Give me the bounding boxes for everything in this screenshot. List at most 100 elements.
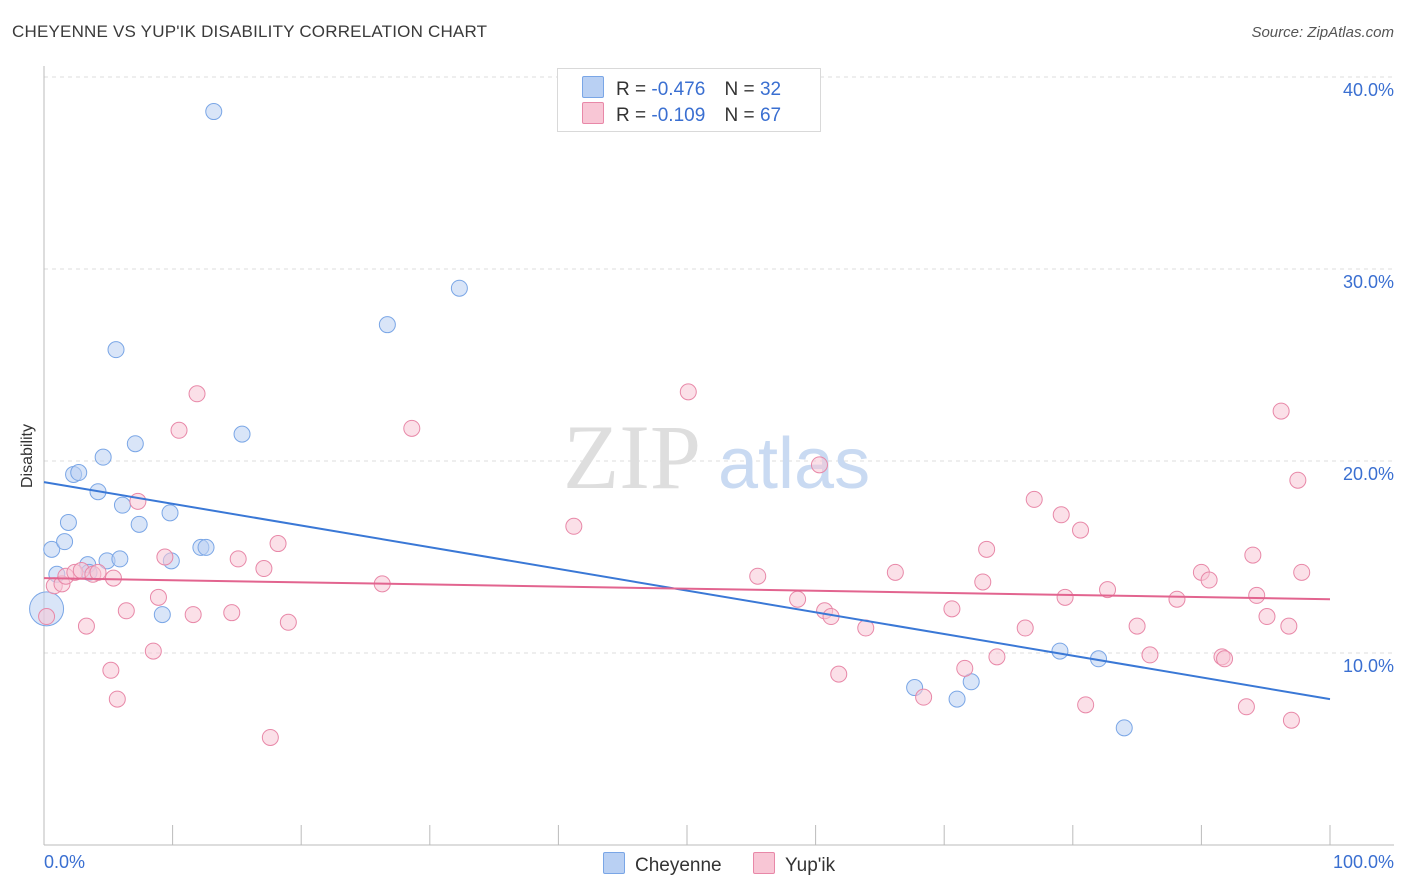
yupik-point-65 bbox=[1289, 471, 1307, 489]
cheyenne-point-3 bbox=[56, 533, 74, 551]
yupik-point-30 bbox=[749, 567, 767, 585]
yupik-point-29 bbox=[679, 383, 697, 401]
watermark-atlas: atlas bbox=[718, 424, 870, 504]
y-tick-label-3: 40.0% bbox=[1342, 80, 1394, 100]
yupik-trend-line bbox=[43, 577, 1331, 601]
cheyenne-point-23 bbox=[233, 425, 251, 443]
yupik-point-28 bbox=[565, 517, 583, 535]
r-label: R = bbox=[616, 79, 647, 100]
yupik-legend-label: Yup'ik bbox=[785, 855, 836, 876]
cheyenne-point-21 bbox=[197, 538, 215, 556]
chart-title: CHEYENNE VS YUP'IK DISABILITY CORRELATIO… bbox=[12, 22, 488, 41]
cheyenne-n-value: 32 bbox=[759, 79, 782, 100]
cheyenne-swatch bbox=[582, 76, 604, 98]
cheyenne-point-31 bbox=[1115, 719, 1133, 737]
cheyenne-r-value: -0.476 bbox=[651, 79, 706, 100]
yupik-point-43 bbox=[988, 648, 1006, 666]
yupik-n-value: 67 bbox=[759, 105, 782, 126]
cheyenne-trend-line bbox=[43, 481, 1331, 701]
yupik-point-12 bbox=[117, 602, 135, 620]
y-tick-label-2: 30.0% bbox=[1342, 272, 1394, 292]
yupik-point-10 bbox=[104, 569, 122, 587]
yupik-r-value: -0.109 bbox=[651, 105, 706, 126]
bottom-legend-yupik: Yup'ik bbox=[753, 852, 835, 877]
yupik-point-42 bbox=[978, 540, 996, 558]
yupik-point-41 bbox=[974, 573, 992, 591]
cheyenne-point-14 bbox=[113, 496, 131, 514]
yupik-point-38 bbox=[915, 688, 933, 706]
yupik-point-19 bbox=[188, 385, 206, 403]
yupik-point-22 bbox=[255, 560, 273, 578]
yupik-point-47 bbox=[1056, 588, 1074, 606]
cheyenne-point-12 bbox=[107, 341, 125, 359]
y-tick-label-1: 20.0% bbox=[1342, 464, 1394, 484]
n-label: N = bbox=[724, 105, 755, 126]
yupik-point-27 bbox=[403, 419, 421, 437]
cheyenne-point-25 bbox=[450, 279, 468, 297]
yupik-point-23 bbox=[261, 728, 279, 746]
x-tick-label-min: 0.0% bbox=[44, 852, 86, 872]
yupik-point-58 bbox=[1237, 698, 1255, 716]
cheyenne-point-15 bbox=[126, 435, 144, 453]
yupik-point-52 bbox=[1141, 646, 1159, 664]
y-tick-label-0: 10.0% bbox=[1342, 656, 1394, 676]
yupik-point-57 bbox=[1216, 650, 1234, 668]
watermark: ZIP atlas bbox=[563, 406, 870, 508]
yupik-point-63 bbox=[1280, 617, 1298, 635]
yupik-point-31 bbox=[789, 590, 807, 608]
yupik-legend-swatch bbox=[753, 852, 775, 874]
yupik-point-6 bbox=[77, 617, 95, 635]
cheyenne-point-27 bbox=[948, 690, 966, 708]
cheyenne-point-13 bbox=[111, 550, 129, 568]
y-axis-label: Disability bbox=[19, 423, 36, 489]
yupik-point-46 bbox=[1052, 506, 1070, 524]
yupik-point-66 bbox=[1293, 563, 1311, 581]
yupik-point-48 bbox=[1072, 521, 1090, 539]
cheyenne-point-4 bbox=[59, 513, 77, 531]
yupik-point-35 bbox=[830, 665, 848, 683]
yupik-point-13 bbox=[129, 492, 147, 510]
grid bbox=[44, 76, 1394, 654]
watermark-zip: ZIP bbox=[563, 406, 701, 508]
yupik-point-32 bbox=[810, 456, 828, 474]
yupik-point-64 bbox=[1282, 711, 1300, 729]
yupik-point-61 bbox=[1258, 608, 1276, 626]
cheyenne-point-24 bbox=[378, 316, 396, 334]
trend-lines bbox=[43, 481, 1331, 701]
cheyenne-legend-swatch bbox=[603, 852, 625, 874]
yupik-point-17 bbox=[170, 421, 188, 439]
yupik-point-21 bbox=[229, 550, 247, 568]
yupik-point-53 bbox=[1168, 590, 1186, 608]
yupik-point-39 bbox=[943, 600, 961, 618]
yupik-point-59 bbox=[1244, 546, 1262, 564]
yupik-point-44 bbox=[1016, 619, 1034, 637]
cheyenne-point-29 bbox=[1051, 642, 1069, 660]
cheyenne-point-1 bbox=[43, 540, 61, 558]
yupik-point-16 bbox=[156, 548, 174, 566]
yupik-point-62 bbox=[1272, 402, 1290, 420]
yupik-point-51 bbox=[1128, 617, 1146, 635]
yupik-point-0 bbox=[38, 608, 56, 626]
axes bbox=[43, 66, 1394, 846]
cheyenne-legend-label: Cheyenne bbox=[635, 855, 722, 876]
yupik-point-11 bbox=[108, 690, 126, 708]
yupik-point-25 bbox=[279, 613, 297, 631]
legend-row-cheyenne: R = -0.476 N = 32 bbox=[582, 76, 781, 100]
yupik-swatch bbox=[582, 102, 604, 124]
cheyenne-point-22 bbox=[205, 103, 223, 121]
yupik-point-37 bbox=[886, 563, 904, 581]
yupik-point-9 bbox=[102, 661, 120, 679]
yupik-point-24 bbox=[269, 535, 287, 553]
yupik-point-55 bbox=[1200, 571, 1218, 589]
yupik-point-49 bbox=[1077, 696, 1095, 714]
yupik-point-18 bbox=[184, 606, 202, 624]
yupik-point-50 bbox=[1099, 581, 1117, 599]
yupik-point-60 bbox=[1248, 586, 1266, 604]
yupik-point-14 bbox=[144, 642, 162, 660]
x-tick-label-max: 100.0% bbox=[1332, 852, 1394, 872]
cheyenne-point-10 bbox=[94, 448, 112, 466]
cheyenne-point-18 bbox=[161, 504, 179, 522]
cheyenne-point-17 bbox=[153, 606, 171, 624]
legend-row-yupik: R = -0.109 N = 67 bbox=[582, 102, 781, 126]
